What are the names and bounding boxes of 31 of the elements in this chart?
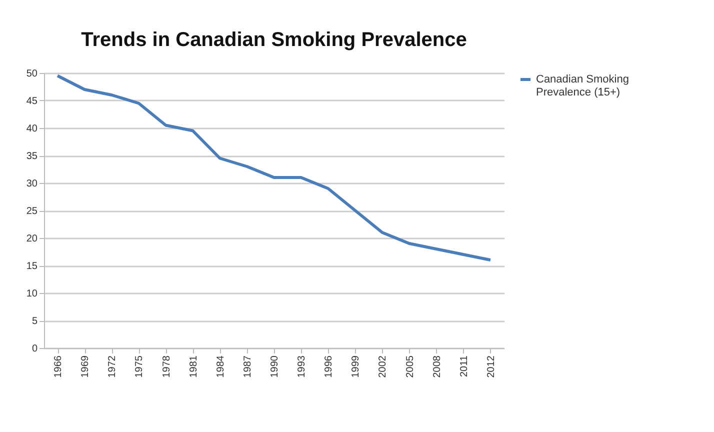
x-tick-label: 1981 [188, 355, 200, 378]
x-tick-label: 1975 [134, 355, 146, 378]
x-tick-label: 1969 [80, 355, 92, 378]
legend-label: Canadian Smoking Prevalence (15+) [536, 74, 629, 98]
x-tick-label: 2005 [404, 355, 416, 378]
x-tick-label: 1972 [107, 355, 118, 378]
x-tick-label: 1996 [324, 355, 335, 378]
y-tick-label: 5 [32, 316, 38, 327]
x-tick-label: 2012 [486, 355, 497, 378]
y-tick-label: 45 [26, 96, 38, 107]
x-tick-label: 1984 [215, 355, 226, 378]
x-tick-label: 1990 [270, 355, 280, 378]
y-tick-label: 40 [26, 124, 38, 134]
line-series [56, 74, 492, 262]
x-tick-label: 2008 [432, 355, 443, 378]
x-tick-label: 1978 [161, 355, 172, 378]
x-tick-label: 2002 [378, 355, 389, 378]
y-tick-label: 0 [32, 344, 38, 354]
x-tick-label: 1987 [242, 355, 254, 378]
x-tick-label: 1966 [53, 355, 64, 378]
y-tick-label: 15 [26, 261, 38, 272]
y-tick-label: 10 [26, 288, 38, 300]
y-tick-label: 25 [26, 206, 38, 217]
y-tick-label: 30 [26, 178, 38, 190]
chart-title: Trends in Canadian Smoking Prevalence [81, 29, 467, 51]
x-tick-label: 2011 [458, 355, 470, 378]
x-tick-label: 1999 [350, 355, 362, 378]
y-tick-label: 35 [26, 151, 38, 162]
x-tick-label: 1993 [296, 355, 308, 378]
y-tick-label: 20 [26, 234, 38, 244]
y-tick-label: 50 [26, 68, 38, 80]
